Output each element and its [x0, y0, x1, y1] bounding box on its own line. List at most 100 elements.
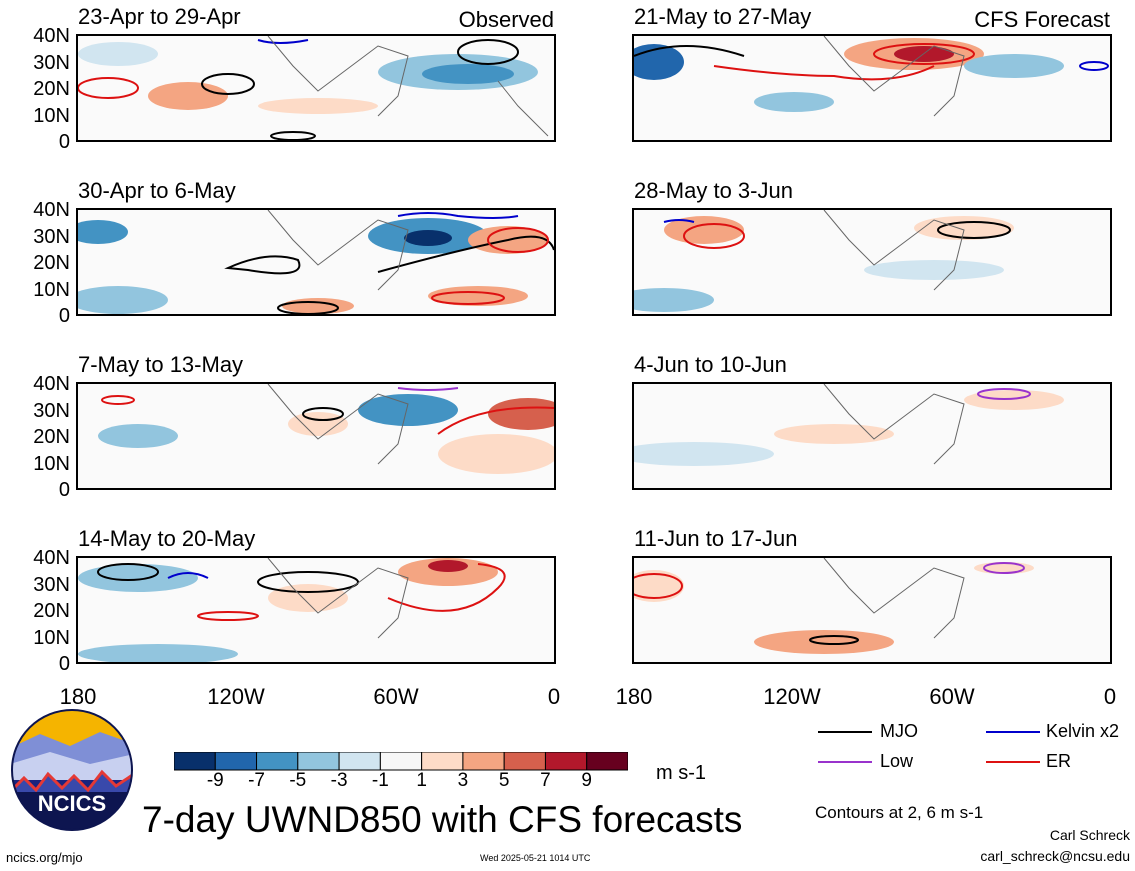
colorbar-tick: 9: [581, 770, 592, 791]
colorbar-tick: 7: [540, 770, 551, 791]
contour-note: Contours at 2, 6 m s-1: [815, 803, 984, 822]
low-contour: [977, 388, 1031, 400]
colorbar-tick: 5: [498, 770, 510, 791]
map-panel-obs-3: [76, 382, 556, 490]
y-tick-row2-2: 20N: [33, 252, 70, 274]
er-contour: [487, 227, 549, 253]
map-plot-obs-2: [78, 210, 554, 314]
coastline: [823, 210, 965, 291]
er-contour: [431, 291, 505, 305]
y-tick-row4-1: 30N: [33, 573, 70, 596]
logo-text: NCICS: [38, 791, 106, 816]
legend-label-mjo: MJO: [880, 721, 918, 741]
observed-label: Observed: [458, 7, 554, 32]
anomaly-blob: [774, 424, 894, 444]
anomaly-blob: [438, 434, 554, 474]
anomaly-blob: [634, 288, 714, 312]
colorbar-swatch: [586, 752, 628, 771]
map-plot-fc-1: [634, 36, 1109, 117]
coastline: [267, 36, 409, 117]
low-contour: [397, 387, 459, 391]
legend-label-kelvin: Kelvin x2: [1046, 721, 1120, 741]
y-tick-row3-1: 30N: [33, 399, 70, 422]
coastline: [823, 558, 965, 639]
anomaly-blob: [428, 560, 468, 572]
panel-title-obs-1: 23-Apr to 29-Apr: [78, 4, 241, 29]
main-title: 7-day UWND850 with CFS forecasts: [142, 799, 743, 840]
anomaly-blob: [428, 286, 528, 306]
author-email: carl_schreck@ncsu.edu: [980, 848, 1130, 864]
panel-title-obs-3: 7-May to 13-May: [78, 352, 244, 377]
map-panel-fc-4: [632, 556, 1112, 664]
coastline: [497, 80, 549, 137]
x-tick-obs-180: 180: [59, 684, 97, 709]
map-panel-fc-1: [632, 34, 1112, 142]
x-tick-fc-180: 180: [615, 684, 653, 709]
y-tick-row4-4: 0: [58, 653, 70, 675]
map-panel-obs-4: [76, 556, 556, 664]
anomaly-blob: [148, 82, 228, 110]
anomaly-blob: [78, 220, 128, 244]
kelvin-contour: [1079, 61, 1109, 71]
legend-label-er: ER: [1046, 751, 1072, 771]
map-panel-obs-1: [76, 34, 556, 142]
er-contour: [78, 77, 139, 99]
coastline: [823, 36, 965, 117]
y-tick-row2-4: 0: [58, 305, 70, 327]
colorbar-tick: -7: [248, 770, 265, 791]
panel-title-fc-3: 4-Jun to 10-Jun: [634, 352, 787, 377]
anomaly-blob: [964, 54, 1064, 78]
legend-label-low: Low: [880, 751, 914, 771]
colorbar-swatch: [214, 752, 258, 771]
anomaly-blob: [488, 398, 554, 430]
colorbar-tick: -9: [206, 770, 224, 791]
colorbar-swatch: [462, 752, 505, 771]
colorbar-swatch: [421, 752, 464, 771]
y-tick-row2-3: 10N: [33, 278, 70, 301]
panel-title-fc-4: 11-Jun to 17-Jun: [634, 526, 798, 551]
anomaly-blob: [268, 584, 348, 612]
panel-title-fc-2: 28-May to 3-Jun: [634, 178, 793, 203]
mjo-contour: [201, 73, 255, 95]
map-plot-obs-1: [78, 36, 549, 140]
x-tick-fc-120w: 120W: [763, 684, 821, 709]
anomaly-blob: [78, 564, 198, 592]
anomaly-blob: [358, 394, 458, 426]
colorbar-tick: -5: [289, 770, 307, 791]
er-contour: [713, 65, 935, 81]
mjo-contour: [634, 45, 745, 57]
anomaly-blob: [78, 42, 158, 66]
er-contour: [634, 573, 683, 599]
colorbar-swatch: [338, 752, 381, 771]
colorbar-tick: -3: [330, 770, 348, 791]
anomaly-blob: [754, 92, 834, 112]
anomaly-blob: [964, 390, 1064, 410]
y-tick-row3-2: 20N: [33, 426, 70, 448]
y-tick-row4-2: 20N: [33, 600, 70, 622]
y-tick-row3-0: 40N: [33, 373, 70, 395]
er-contour: [197, 611, 259, 621]
mjo-contour: [457, 39, 519, 65]
mjo-contour: [937, 221, 1011, 239]
y-tick-row1-3: 10N: [33, 104, 70, 127]
y-tick-row3-3: 10N: [33, 452, 70, 475]
y-tick-row4-0: 40N: [33, 547, 70, 569]
panel-title-obs-2: 30-Apr to 6-May: [78, 178, 236, 203]
site-link[interactable]: ncics.org/mjo: [6, 850, 83, 865]
anomaly-blob: [754, 630, 894, 654]
coastline: [267, 210, 409, 291]
colorbar-swatch: [379, 752, 423, 771]
colorbar-swatch: [174, 752, 216, 771]
er-contour: [437, 406, 554, 435]
map-plot-obs-3: [98, 384, 554, 474]
colorbar-swatch: [256, 752, 299, 771]
er-contour: [683, 223, 745, 249]
mjo-contour: [277, 301, 339, 314]
x-tick-obs-120w: 120W: [207, 684, 265, 709]
mjo-contour: [302, 407, 344, 421]
y-tick-row2-1: 30N: [33, 225, 70, 248]
mjo-contour: [270, 131, 316, 140]
mjo-contour: [809, 635, 859, 645]
y-tick-row4-3: 10N: [33, 626, 70, 649]
map-plot-fc-4: [634, 558, 1034, 654]
